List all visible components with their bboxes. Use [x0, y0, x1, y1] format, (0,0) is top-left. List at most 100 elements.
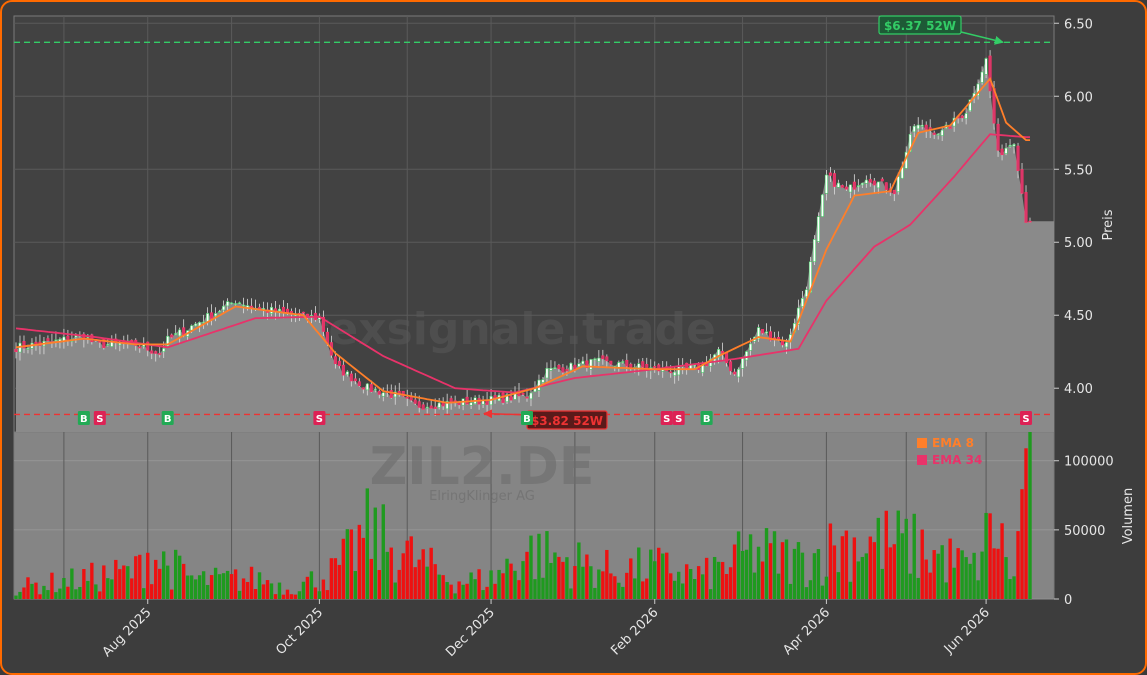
volume-bar	[964, 557, 968, 599]
volume-bar	[138, 554, 142, 599]
volume-bar	[545, 531, 549, 599]
signal-buy-label: B	[703, 414, 711, 425]
candle-down	[82, 333, 86, 340]
candle-up	[1004, 147, 1008, 154]
volume-bar	[457, 581, 461, 599]
volume-bar	[146, 552, 150, 599]
candle-down	[433, 406, 437, 409]
volume-bar	[189, 575, 194, 599]
volume-bar	[381, 504, 385, 599]
volume-bar	[241, 578, 246, 599]
candle-up	[784, 342, 788, 348]
candle-up	[804, 289, 808, 298]
candle-down	[733, 371, 737, 375]
volume-bar	[166, 565, 170, 599]
high-52w-arrow	[960, 31, 1004, 45]
volume-bar	[912, 513, 916, 599]
volume-bar	[497, 569, 501, 599]
volume-bar	[185, 575, 190, 599]
candle-down	[948, 126, 952, 129]
volume-bar	[22, 587, 26, 599]
candle-down	[210, 312, 214, 319]
volume-tick-label: 100000	[1064, 455, 1114, 470]
volume-bar	[537, 533, 541, 599]
candle-down	[130, 339, 134, 342]
candle-down	[22, 341, 26, 349]
volume-bar	[389, 547, 393, 599]
candle-up	[848, 184, 852, 193]
volume-bar	[14, 595, 18, 599]
signal-sell-marker	[93, 411, 106, 425]
volume-bar	[860, 556, 865, 599]
volume-bar	[684, 564, 689, 599]
volume-bar	[744, 549, 749, 599]
volume-bar	[94, 584, 98, 599]
volume-bar	[197, 575, 202, 599]
volume-bar	[361, 537, 366, 599]
volume-bar	[996, 548, 1000, 599]
candle-down	[457, 402, 461, 406]
candle-up	[920, 124, 924, 127]
candle-up	[593, 358, 597, 361]
volume-bar	[720, 561, 725, 599]
candle-down	[281, 306, 285, 313]
volume-axis-title: Volumen	[1121, 488, 1136, 545]
candle-down	[609, 360, 613, 365]
volume-bar	[30, 583, 34, 599]
candle-down	[1024, 192, 1028, 223]
volume-bar	[756, 546, 761, 599]
candle-down	[561, 367, 565, 373]
signal-buy-marker	[77, 411, 90, 425]
candle-down	[988, 55, 992, 92]
volume-bar	[257, 572, 262, 599]
volume-bar	[956, 548, 960, 599]
candle-up	[425, 406, 429, 409]
volume-bar	[325, 590, 330, 599]
volume-bar	[609, 573, 613, 599]
volume-bar	[856, 561, 861, 599]
date-tick-label: Jun 2026	[941, 605, 993, 657]
signal-sell-marker	[1020, 411, 1033, 425]
volume-bar	[1016, 531, 1020, 599]
volume-bar	[130, 578, 134, 599]
volume-bar	[66, 586, 70, 599]
volume-bar	[397, 569, 401, 599]
candle-up	[816, 216, 820, 242]
volume-bar	[740, 550, 745, 599]
volume-bar	[948, 538, 952, 599]
candle-down	[321, 316, 325, 332]
volume-bar	[162, 551, 166, 599]
signal-buy-label: B	[164, 414, 172, 425]
volume-bar	[169, 589, 174, 599]
candle-down	[601, 355, 605, 360]
candle-down	[852, 181, 856, 190]
candle-down	[509, 396, 513, 401]
volume-bar	[621, 586, 625, 599]
volume-bar	[657, 547, 661, 599]
volume-bar	[1004, 557, 1008, 599]
volume-bar	[193, 579, 198, 599]
signal-buy-marker	[700, 411, 713, 425]
volume-bar	[225, 570, 230, 599]
volume-bar	[126, 566, 130, 599]
volume-bar	[1020, 489, 1024, 599]
volume-bar	[696, 566, 701, 599]
candle-down	[285, 308, 289, 313]
volume-bar	[158, 568, 162, 599]
volume-bar	[217, 574, 222, 599]
volume-bar	[613, 576, 617, 599]
volume-bar	[700, 574, 705, 599]
candle-up	[166, 335, 170, 347]
volume-bar	[285, 589, 290, 599]
candle-up	[984, 58, 988, 75]
volume-bar	[281, 594, 286, 599]
volume-bar	[70, 568, 74, 599]
volume-bar	[629, 558, 633, 599]
volume-bar	[593, 587, 597, 599]
volume-bar	[601, 571, 605, 599]
candle-down	[405, 396, 409, 399]
volume-bar	[904, 518, 908, 599]
signal-buy-label: B	[523, 414, 531, 425]
volume-bar	[669, 573, 673, 599]
company-watermark: ElringKlinger AG	[429, 489, 535, 504]
